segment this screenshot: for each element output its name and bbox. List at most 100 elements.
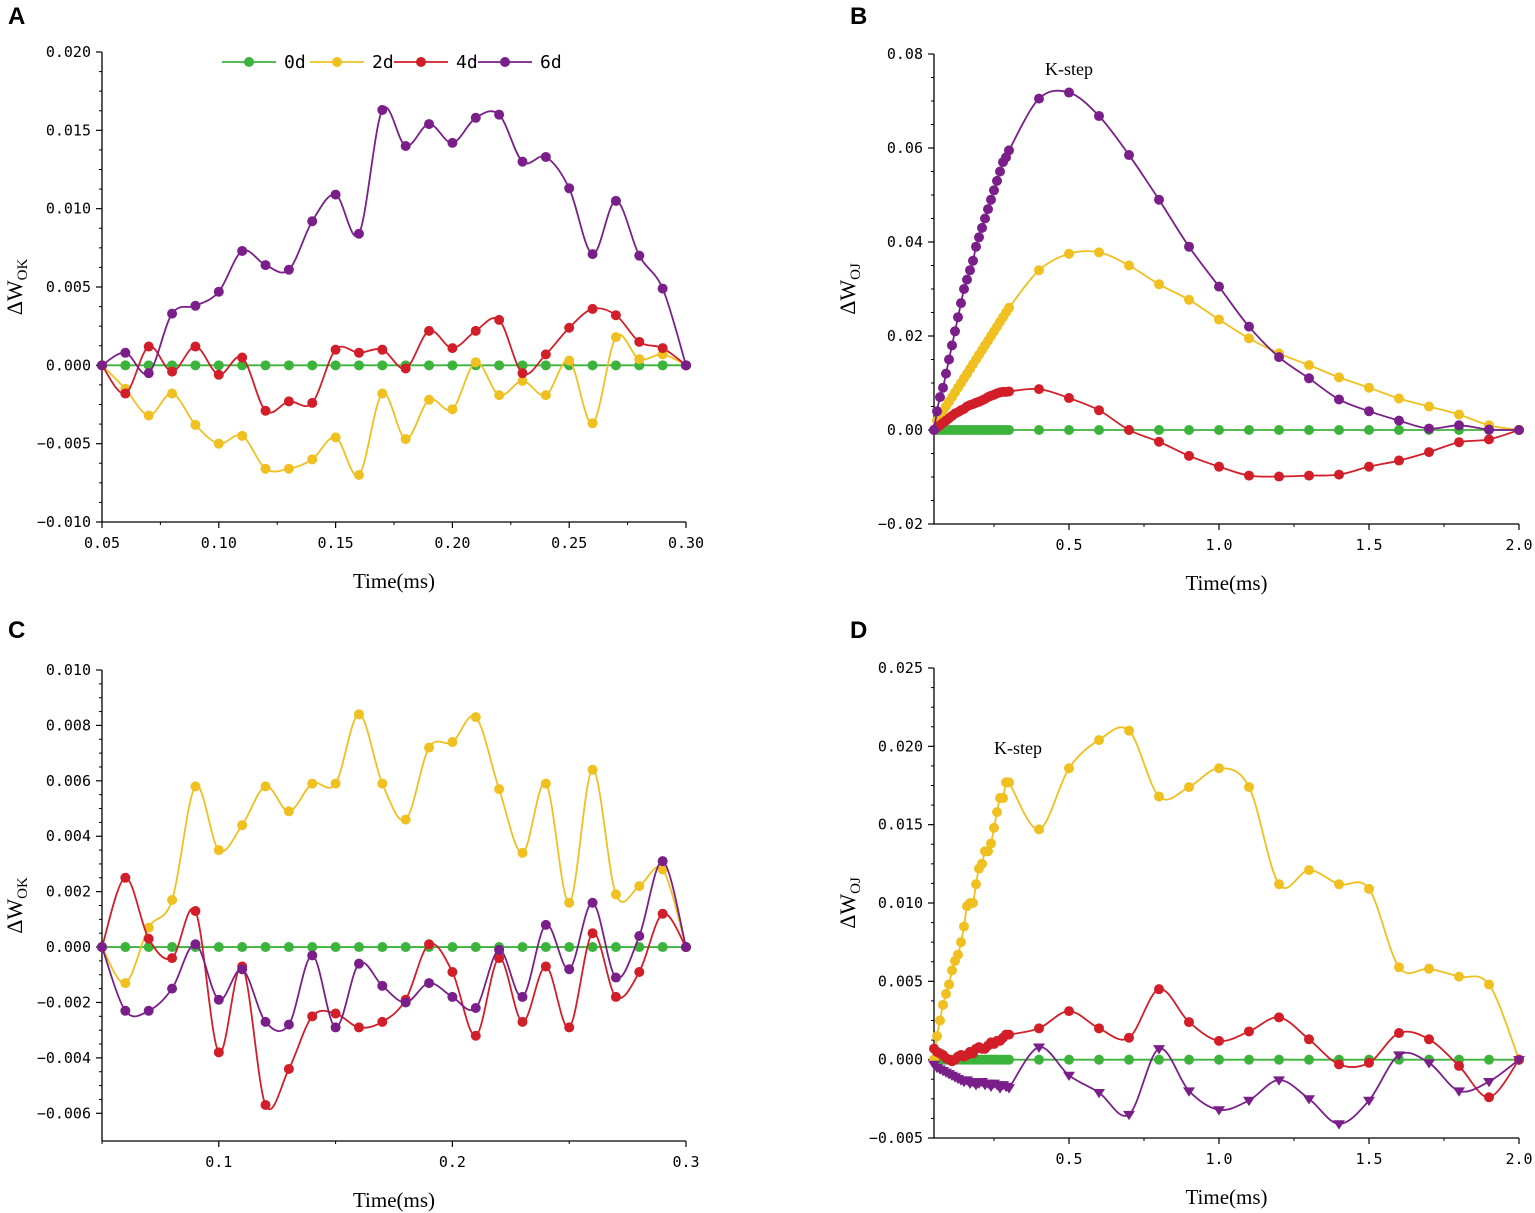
data-point [1154,279,1164,290]
data-point [1424,1034,1434,1045]
x-axis-title: Time(ms) [353,569,435,593]
data-point [1483,1078,1495,1088]
data-point [1274,352,1284,363]
x-tick-label: 0.2 [439,1153,466,1171]
data-point [167,366,178,377]
data-point [377,104,388,115]
data-point [1244,333,1254,344]
series-line-6d [933,89,1520,431]
data-point [470,1003,481,1014]
series-6d [929,87,1524,435]
data-point [1094,1023,1104,1034]
y-tick-label: 0.00 [887,421,923,439]
data-point [1213,1106,1225,1116]
data-point [540,778,551,789]
data-point [1484,979,1494,990]
data-point [1033,1043,1045,1053]
data-point [681,942,691,953]
panel-letter: B [850,3,867,30]
data-point [494,390,505,401]
data-point [953,949,963,960]
data-point [1304,470,1314,481]
data-point [587,897,598,908]
data-point [260,942,271,953]
data-point [540,942,551,953]
x-tick-label: 0.3 [672,1153,699,1171]
legend-item-2d: 2d [310,52,394,73]
data-point [120,872,131,883]
data-point [120,360,131,371]
data-point [1214,281,1224,292]
data-point [353,958,364,969]
data-point [1304,1034,1314,1045]
data-point [1454,437,1464,448]
k-step-annotation: K-step [1045,59,1093,79]
y-tick-label: 0.02 [887,327,923,345]
y-tick-label: 0.000 [46,356,91,374]
data-point [470,712,481,723]
data-point [657,864,668,875]
data-point [965,265,975,276]
data-point [610,942,621,953]
data-point [283,1063,294,1074]
data-point [424,325,435,336]
data-point [400,814,411,825]
data-point [1034,1054,1044,1065]
data-point [1484,1092,1494,1103]
data-point [1124,1054,1134,1065]
data-point [517,847,528,858]
data-point [1454,971,1464,982]
data-point [167,953,178,964]
data-point [330,778,341,789]
data-point [260,1099,271,1110]
data-point [447,360,458,371]
data-point [237,430,248,441]
data-point [307,950,318,961]
data-point [190,419,201,430]
legend-label: 2d [372,52,394,73]
data-point [1154,425,1164,435]
data-point [564,183,575,194]
y-tick-label: 0.015 [878,816,923,834]
data-point [992,175,1002,186]
data-point [447,404,458,415]
data-point [634,881,645,892]
data-point [1394,1028,1404,1039]
data-point [947,965,957,976]
legend-label: 6d [540,52,562,73]
data-point [120,978,131,989]
data-point [1453,1087,1465,1097]
data-point [1064,87,1074,98]
data-point [1513,1056,1525,1066]
data-point [330,432,341,443]
data-point [447,991,458,1002]
data-point [932,406,942,417]
data-point [353,709,364,720]
x-tick-label: 2.0 [1505,1150,1532,1168]
data-point [929,425,939,435]
data-point [1394,393,1404,404]
data-point [564,355,575,366]
data-point [1214,425,1224,435]
data-point [470,942,481,953]
data-point [190,300,201,311]
data-point [1184,782,1194,793]
data-point [1094,111,1104,122]
data-point [1154,436,1164,447]
data-point [1004,1054,1014,1065]
y-tick-label: 0.005 [878,972,923,990]
data-point [330,344,341,355]
legend-marker [500,57,510,67]
y-tick-label: −0.005 [869,1129,923,1147]
series-6d [97,104,691,379]
data-point [494,360,505,371]
data-point [213,1047,224,1058]
x-tick-label: 0.25 [551,534,587,552]
series-line-6d [101,860,687,1032]
data-point [564,1022,575,1033]
data-point [938,382,948,393]
data-point [190,781,201,792]
data-point [1454,420,1464,431]
data-point [587,249,598,260]
data-point [517,942,528,953]
